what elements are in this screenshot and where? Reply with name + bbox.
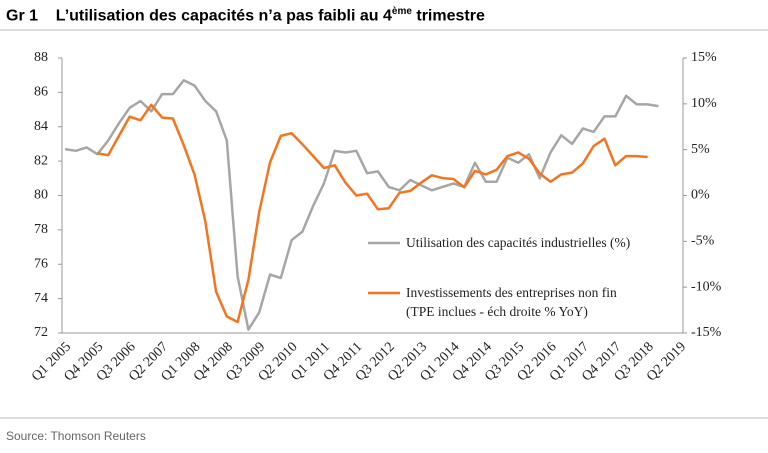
- data-line: [97, 103, 648, 324]
- y-tick-label: 80: [34, 188, 48, 203]
- title-end: trimestre: [416, 7, 485, 25]
- y-tick-label: 78: [34, 222, 48, 237]
- chart-title: L’utilisation des capacités n’a pas faib…: [55, 7, 392, 25]
- y-tick-label: 88: [34, 50, 48, 65]
- legend-label: Utilisation des capacités industrielles …: [406, 235, 631, 250]
- title-sup: ème: [391, 6, 412, 17]
- legend-label: Investissements des entreprises non fin …: [406, 285, 617, 319]
- data-line: [64, 79, 659, 331]
- y2-tick-label: -5%: [691, 234, 715, 249]
- source: Source: Thomson Reuters: [6, 429, 146, 443]
- y-tick-label: 86: [34, 85, 48, 100]
- y-tick-label: 74: [34, 291, 48, 306]
- y-tick-label: 76: [34, 256, 48, 271]
- title: Gr 1 L’utilisation des capacités n’a pas…: [6, 6, 485, 25]
- y2-tick-label: 10%: [691, 96, 717, 111]
- y2-tick-label: -10%: [691, 279, 722, 294]
- y2-tick-label: -15%: [691, 325, 722, 340]
- chart-label: Gr 1: [6, 7, 39, 25]
- y-tick-label: 84: [34, 119, 48, 134]
- y2-tick-label: 5%: [691, 142, 710, 157]
- y-tick-label: 72: [34, 325, 48, 340]
- y-tick-label: 82: [34, 153, 48, 168]
- y2-tick-label: 15%: [691, 50, 717, 65]
- y2-tick-label: 0%: [691, 188, 710, 203]
